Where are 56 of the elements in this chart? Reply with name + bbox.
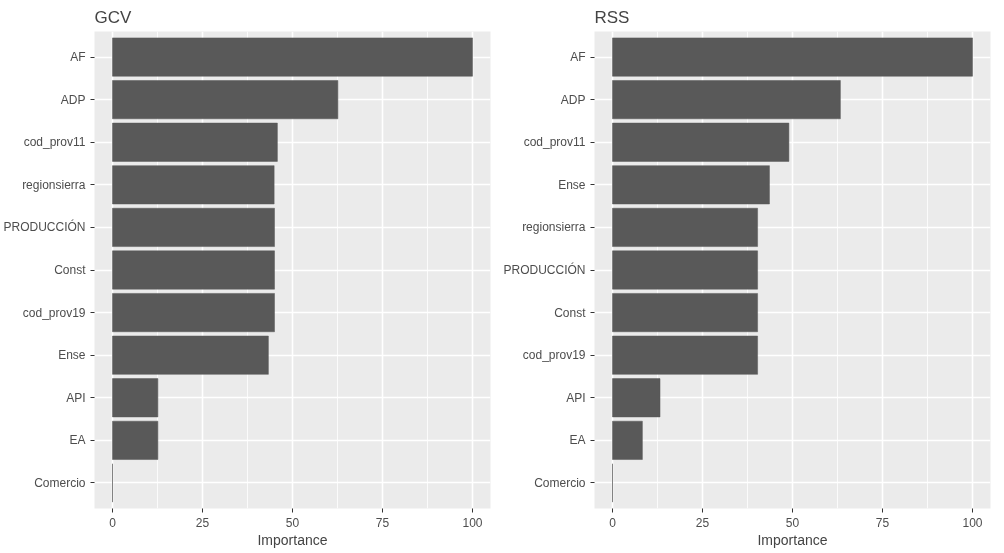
y-tick-label: regionsierra	[22, 177, 86, 192]
y-tick-label: PRODUCCIÓN	[3, 219, 86, 235]
bar	[112, 37, 473, 77]
y-tick-label: ADP	[60, 92, 86, 107]
bar	[112, 165, 275, 205]
bar	[612, 420, 643, 460]
bar	[112, 335, 269, 375]
bar	[612, 293, 758, 332]
x-axis-title: Importance	[257, 531, 328, 548]
y-tick-label: cod_prov11	[523, 135, 586, 150]
x-tick-label: 0	[109, 515, 117, 530]
y-tick-label: EA	[569, 433, 586, 448]
chart-title: RSS	[594, 7, 630, 27]
x-tick-label: 25	[695, 515, 710, 530]
y-tick-label: EA	[69, 433, 86, 448]
y-tick-label: Comercio	[34, 475, 86, 490]
y-tick-label: PRODUCCIÓN	[503, 262, 586, 277]
bar	[612, 165, 770, 205]
y-tick-label: AF	[570, 50, 586, 65]
bar	[612, 250, 758, 290]
y-tick-label: API	[66, 390, 86, 405]
x-axis-title: Importance	[757, 531, 828, 548]
x-tick-label: 75	[375, 515, 390, 530]
x-tick-label: 25	[195, 515, 210, 530]
x-tick-label: 75	[875, 515, 890, 530]
y-tick-label: Comercio	[534, 475, 586, 490]
y-tick-label: regionsierra	[522, 220, 586, 235]
bar	[612, 335, 758, 375]
bar	[112, 250, 275, 290]
y-tick-label: cod_prov19	[522, 348, 586, 363]
bar	[612, 122, 790, 162]
y-tick-label: ADP	[560, 92, 586, 107]
bar	[612, 80, 841, 120]
bar	[112, 420, 159, 460]
x-tick-label: 100	[962, 515, 983, 530]
bar	[112, 293, 275, 332]
bar	[112, 80, 339, 120]
bar	[112, 378, 159, 418]
y-tick-label: API	[566, 390, 586, 405]
y-tick-label: Const	[54, 263, 87, 277]
bar	[112, 122, 278, 162]
x-tick-label: 0	[609, 515, 617, 530]
y-tick-label: AF	[70, 50, 86, 65]
y-tick-label: cod_prov11	[23, 135, 86, 150]
bar	[612, 378, 661, 418]
y-tick-label: cod_prov19	[22, 305, 86, 320]
y-tick-label: Const	[554, 305, 587, 320]
y-tick-label: Ense	[558, 177, 586, 192]
x-tick-label: 100	[462, 515, 483, 530]
chart-title: GCV	[94, 7, 132, 27]
bar	[612, 37, 973, 77]
bar	[112, 208, 275, 247]
y-tick-label: Ense	[58, 348, 86, 363]
bar	[612, 208, 758, 247]
x-tick-label: 50	[785, 515, 800, 530]
x-tick-label: 50	[285, 515, 300, 530]
